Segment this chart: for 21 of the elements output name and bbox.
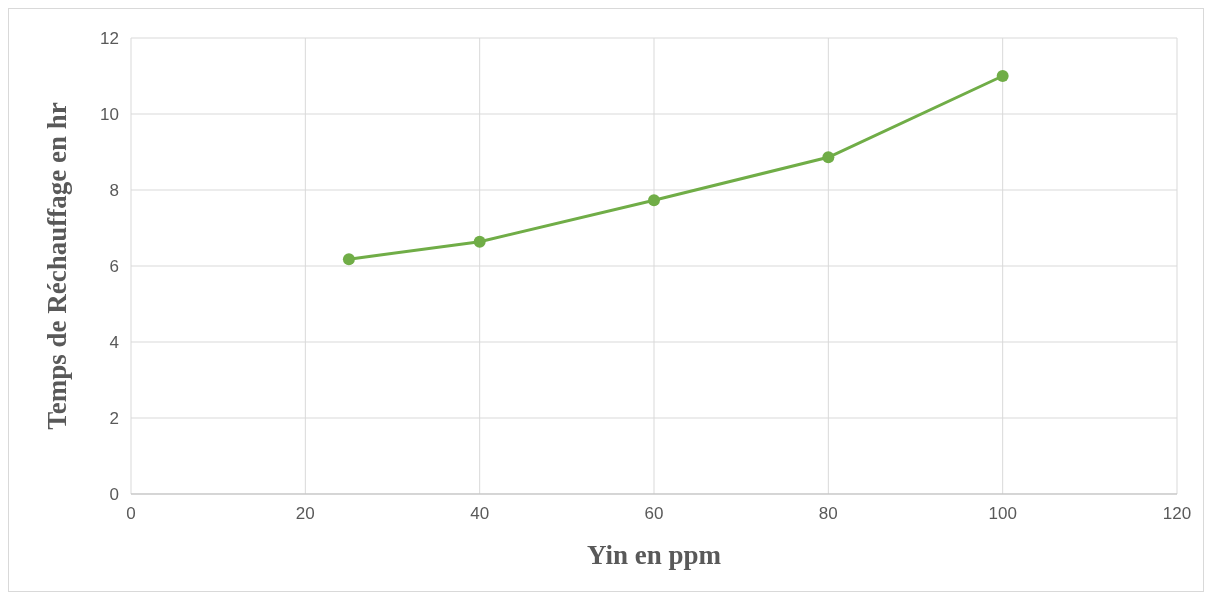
y-tick-label: 12 [100,29,119,48]
y-tick-label: 2 [109,409,119,428]
y-tick-label: 10 [100,105,119,124]
x-tick-label: 60 [644,504,664,523]
point [648,194,660,207]
y-axis-title: Temps de Réchauffage en hr [42,102,72,430]
point [473,235,486,248]
x-tick-label: 100 [988,504,1017,523]
y-tick-label: 6 [109,257,119,276]
y-tick-label: 0 [109,485,119,504]
point [996,70,1009,82]
point [342,253,355,266]
x-tick-label: 80 [818,504,838,523]
x-tick-label: 40 [470,504,490,523]
x-tick-label: 0 [126,504,136,523]
x-tick-label: 20 [295,504,315,523]
y-tick-label: 4 [109,333,119,352]
point [822,151,835,164]
x-tick-label: 120 [1162,504,1192,523]
y-tick-label: 8 [109,181,119,200]
x-axis-title: Yin en ppm [586,540,722,570]
